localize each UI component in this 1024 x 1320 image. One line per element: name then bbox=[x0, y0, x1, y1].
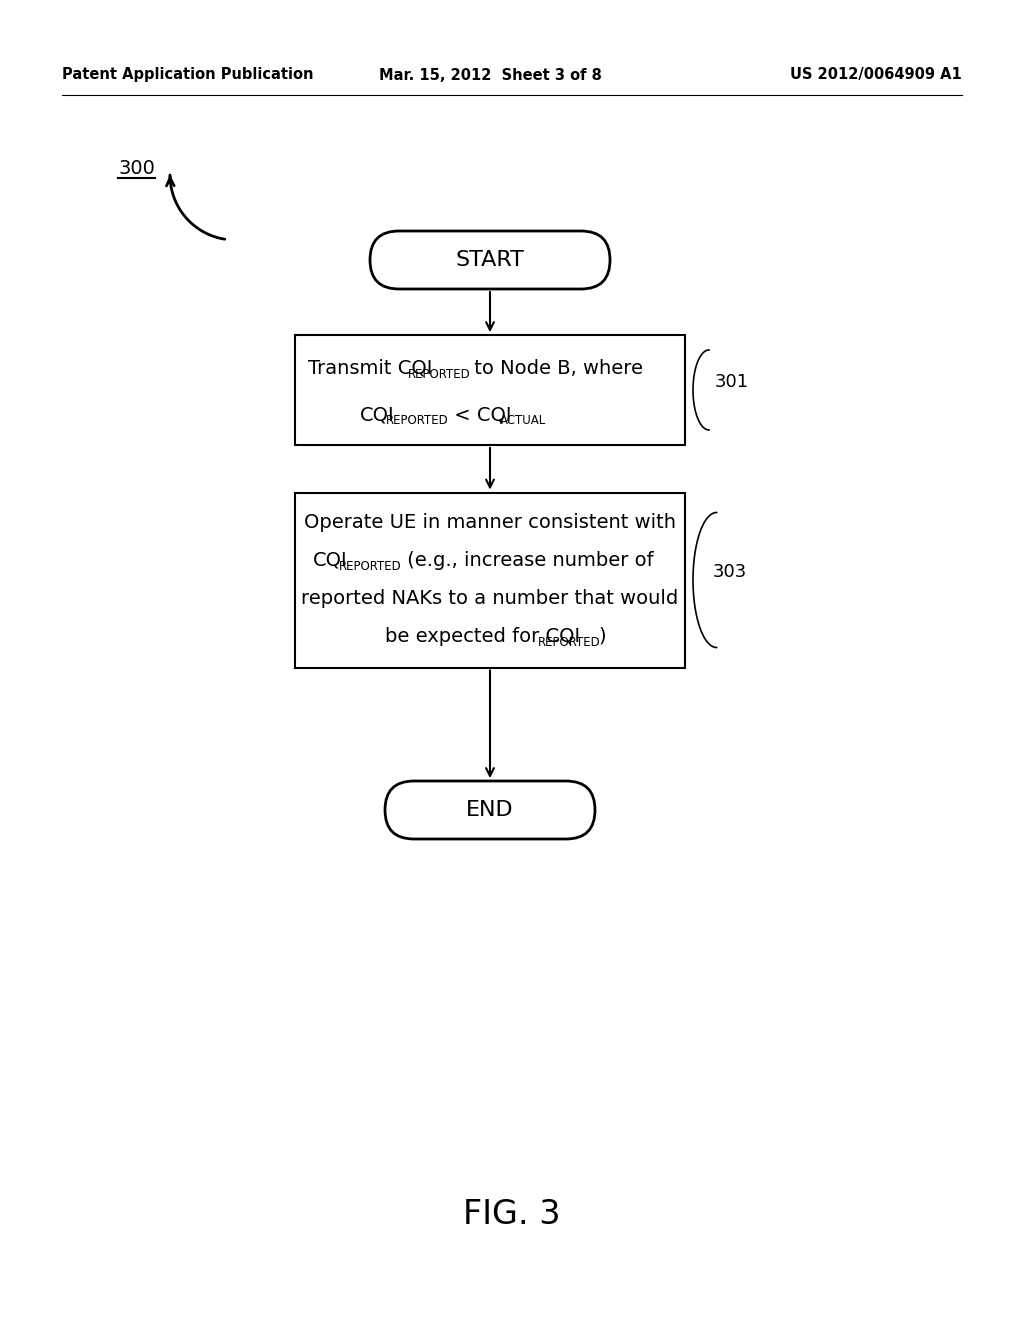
Text: ACTUAL: ACTUAL bbox=[500, 414, 546, 428]
Text: reported NAKs to a number that would: reported NAKs to a number that would bbox=[301, 589, 679, 609]
Text: 300: 300 bbox=[118, 158, 155, 177]
Text: REPORTED: REPORTED bbox=[386, 414, 449, 428]
Text: FIG. 3: FIG. 3 bbox=[463, 1199, 561, 1232]
FancyBboxPatch shape bbox=[370, 231, 610, 289]
Text: < CQI: < CQI bbox=[449, 405, 512, 425]
Text: START: START bbox=[456, 249, 524, 271]
Text: REPORTED: REPORTED bbox=[339, 560, 401, 573]
Text: REPORTED: REPORTED bbox=[408, 367, 471, 380]
Text: CQI: CQI bbox=[313, 550, 347, 570]
Text: ): ) bbox=[598, 627, 605, 645]
Text: CQI: CQI bbox=[360, 405, 394, 425]
Text: to Node B, where: to Node B, where bbox=[468, 359, 643, 378]
FancyBboxPatch shape bbox=[295, 335, 685, 445]
Text: US 2012/0064909 A1: US 2012/0064909 A1 bbox=[791, 67, 962, 82]
Text: (e.g., increase number of: (e.g., increase number of bbox=[401, 550, 653, 570]
Text: Mar. 15, 2012  Sheet 3 of 8: Mar. 15, 2012 Sheet 3 of 8 bbox=[379, 67, 601, 82]
Text: Operate UE in manner consistent with: Operate UE in manner consistent with bbox=[304, 513, 676, 532]
FancyBboxPatch shape bbox=[295, 492, 685, 668]
Text: REPORTED: REPORTED bbox=[538, 636, 601, 649]
Text: 303: 303 bbox=[713, 564, 748, 581]
Text: be expected for CQI: be expected for CQI bbox=[385, 627, 581, 645]
Text: 301: 301 bbox=[715, 374, 750, 391]
Text: Transmit CQI: Transmit CQI bbox=[308, 359, 432, 378]
Text: Patent Application Publication: Patent Application Publication bbox=[62, 67, 313, 82]
Text: END: END bbox=[466, 800, 514, 820]
FancyBboxPatch shape bbox=[385, 781, 595, 840]
